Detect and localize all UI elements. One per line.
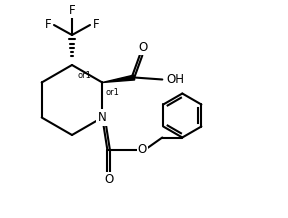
Text: F: F xyxy=(69,5,75,17)
Polygon shape xyxy=(102,75,135,82)
Text: N: N xyxy=(98,111,107,124)
Text: O: O xyxy=(138,143,147,156)
Text: OH: OH xyxy=(166,73,184,86)
Text: F: F xyxy=(45,19,51,31)
Text: O: O xyxy=(104,173,113,186)
Text: or1: or1 xyxy=(105,88,119,97)
Text: F: F xyxy=(93,19,99,31)
Text: O: O xyxy=(139,41,148,54)
Text: or1: or1 xyxy=(77,70,91,80)
